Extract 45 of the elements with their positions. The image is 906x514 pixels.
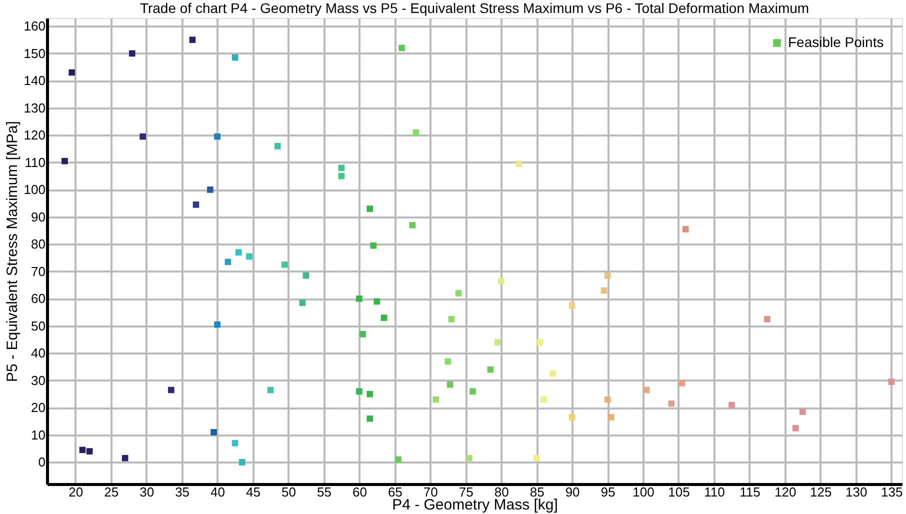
x-tick-label: 20	[68, 484, 84, 500]
chart-title: Trade of chart P4 - Geometry Mass vs P5 - Equivalent Stress Maximum vs P6 - Total Deformation Maximum	[140, 0, 810, 16]
x-tick-label: 130	[846, 484, 868, 500]
x-tick-label: 90	[565, 484, 580, 500]
x-tick-label: 35	[175, 484, 190, 500]
y-tick-label: 100	[24, 182, 46, 198]
x-tick-label: 25	[104, 484, 119, 500]
x-axis-title: P4 - Geometry Mass [kg]	[392, 496, 558, 514]
y-tick-label: 160	[24, 18, 46, 34]
y-tick-label: 20	[31, 400, 46, 416]
x-tick-label: 45	[246, 484, 260, 500]
x-tick-label: 60	[352, 484, 367, 500]
y-tick-label: 140	[24, 73, 46, 88]
y-tick-label: 0	[38, 454, 46, 470]
y-tick-label: 110	[24, 154, 46, 170]
x-tick-label: 50	[282, 484, 296, 500]
x-tick-label: 110	[704, 484, 725, 500]
y-tick-label: 90	[31, 209, 46, 224]
x-tick-label: 30	[140, 484, 154, 500]
x-tick-label: 70	[423, 484, 438, 500]
y-tick-label: 130	[24, 100, 46, 116]
y-tick-label: 10	[31, 427, 46, 442]
x-tick-label: 115	[740, 484, 760, 500]
y-tick-label: 30	[31, 372, 46, 388]
x-tick-label: 105	[668, 484, 690, 500]
x-tick-label: 135	[881, 484, 903, 500]
legend-label: Feasible Points	[788, 34, 884, 50]
y-tick-label: 40	[31, 346, 46, 361]
y-axis-title: P5 - Equivalent Stress Maximum [MPa]	[4, 121, 21, 382]
x-tick-label: 55	[316, 484, 332, 500]
x-tick-label: 85	[530, 484, 544, 500]
x-tick-label: 100	[632, 484, 654, 500]
y-tick-label: 80	[31, 236, 46, 252]
x-tick-label: 40	[210, 484, 226, 500]
y-tick-label: 60	[31, 291, 46, 306]
x-tick-label: 80	[494, 484, 509, 500]
x-tick-label: 125	[810, 484, 832, 500]
y-tick-label: 150	[24, 46, 46, 61]
x-tick-label: 65	[388, 484, 402, 500]
y-tick-label: 70	[31, 264, 46, 279]
y-tick-label: 120	[24, 128, 46, 143]
y-tick-label: 50	[31, 318, 46, 334]
x-tick-label: 75	[458, 484, 474, 500]
x-tick-label: 120	[774, 484, 796, 500]
x-tick-label: 95	[600, 484, 616, 500]
